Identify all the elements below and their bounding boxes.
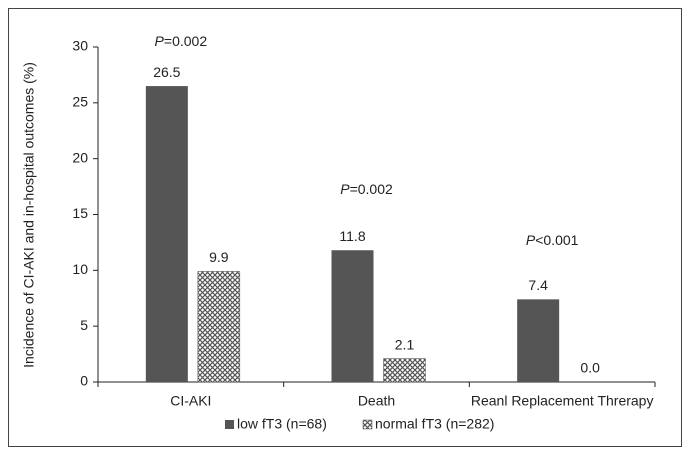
y-tick-label: 0 — [80, 373, 88, 389]
value-label: 2.1 — [395, 336, 415, 352]
value-label: 0.0 — [580, 360, 600, 376]
p-italic: P — [340, 181, 350, 197]
bar — [383, 358, 426, 383]
value-label: 7.4 — [528, 277, 548, 293]
p-rest: <0.001 — [535, 232, 578, 248]
x-tick-label: Reanl Replacement Threrapy — [471, 393, 654, 409]
y-tick-label: 25 — [72, 94, 88, 110]
p-rest: =0.002 — [164, 33, 207, 49]
p-italic: P — [526, 232, 536, 248]
legend-label: normal fT3 (n=282) — [375, 416, 494, 432]
p-value-annotation: P=0.002 — [340, 181, 393, 197]
legend-swatch — [362, 419, 373, 430]
legend-swatch — [225, 420, 234, 429]
bar — [145, 86, 188, 382]
bar — [517, 299, 560, 382]
x-tick-label: CI-AKI — [170, 393, 211, 409]
value-label: 9.9 — [209, 249, 229, 265]
y-axis-label: Incidence of CI-AKI and in-hospital outc… — [21, 62, 37, 368]
bar — [331, 250, 374, 382]
p-value-annotation: P=0.002 — [155, 33, 208, 49]
legend-label: low fT3 (n=68) — [237, 416, 327, 432]
x-tick-label: Death — [358, 393, 395, 409]
p-italic: P — [155, 33, 165, 49]
y-tick-label: 15 — [72, 205, 88, 221]
bar — [197, 271, 241, 383]
value-label: 11.8 — [339, 228, 365, 244]
frame — [8, 8, 682, 447]
y-tick-label: 10 — [72, 261, 88, 277]
p-value-annotation: P<0.001 — [526, 232, 579, 248]
p-rest: =0.002 — [350, 181, 393, 197]
y-tick-label: 5 — [80, 317, 88, 333]
y-tick-label: 30 — [72, 38, 88, 54]
value-label: 26.5 — [153, 64, 180, 80]
y-tick-label: 20 — [72, 149, 88, 165]
